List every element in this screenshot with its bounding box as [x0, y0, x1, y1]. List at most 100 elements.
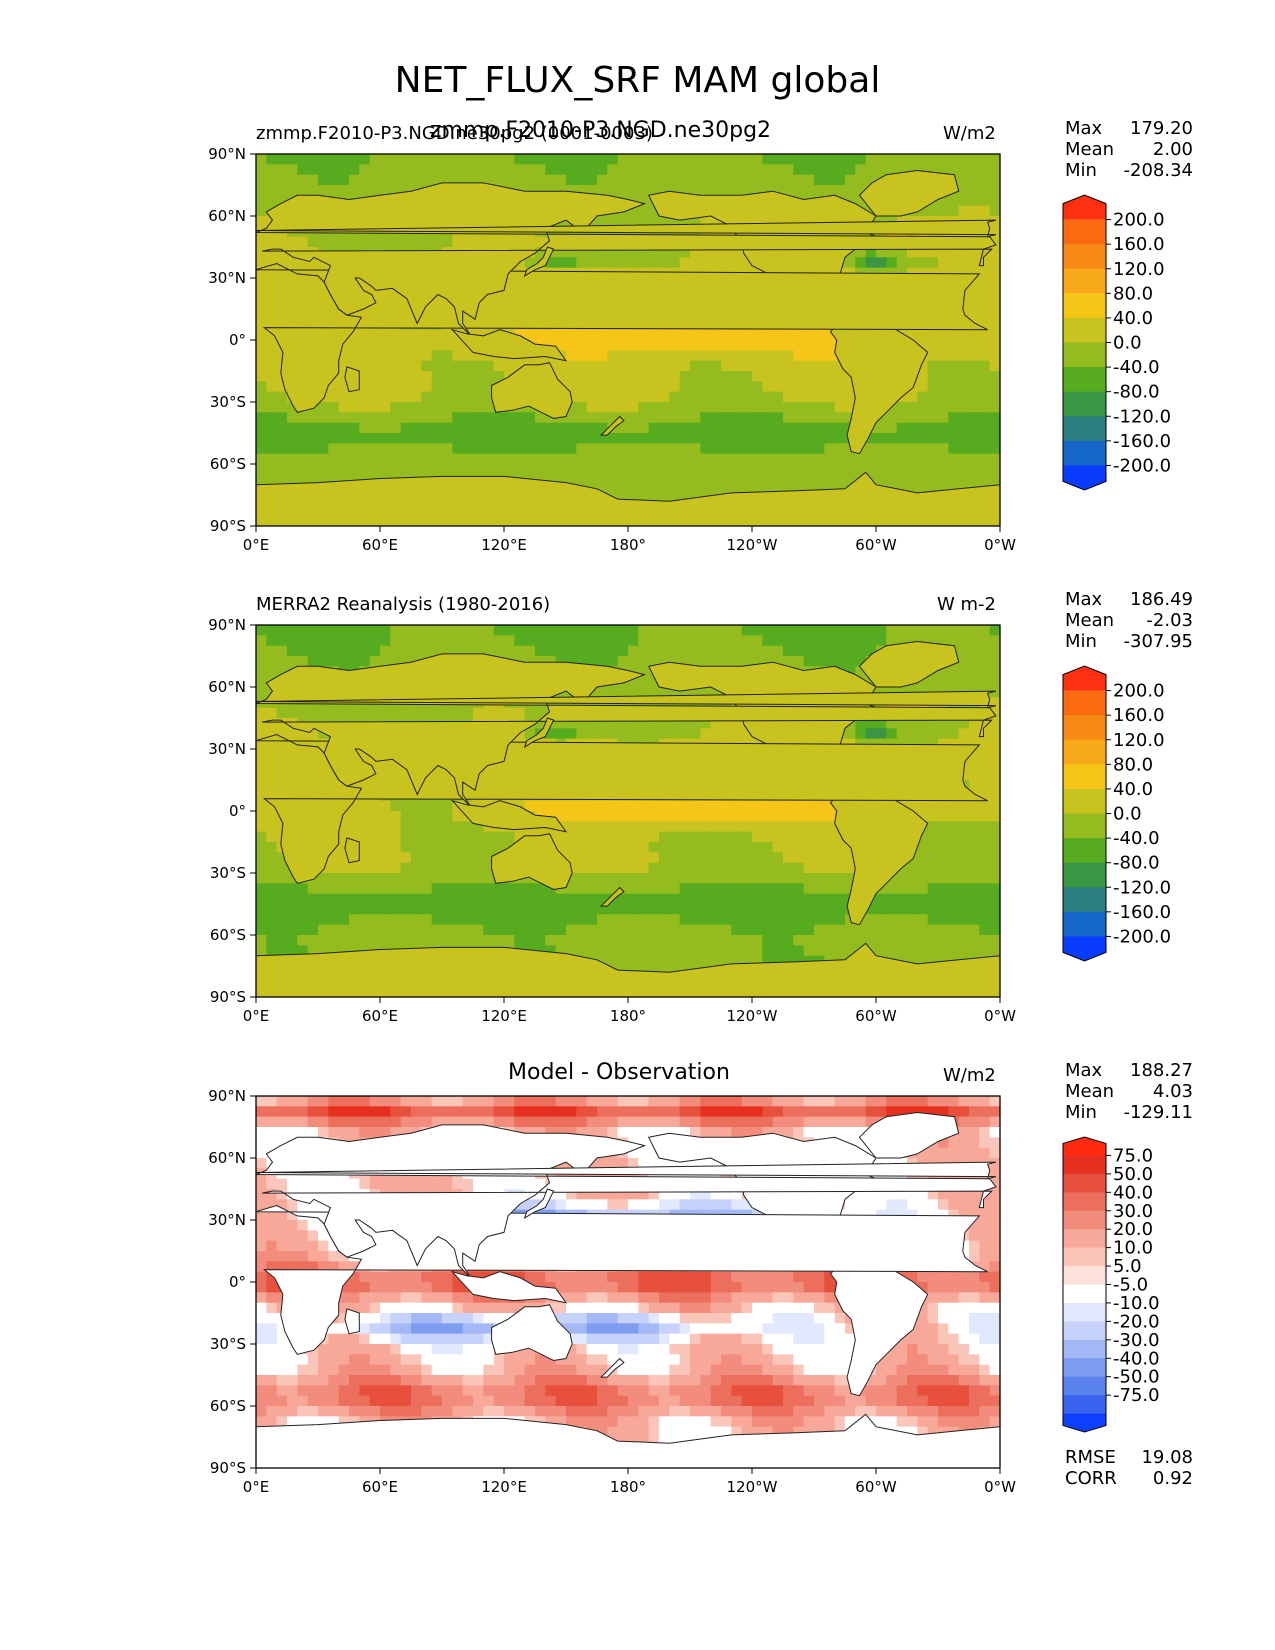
colorbar-tick-label: 120.0 — [1113, 259, 1165, 280]
landmass-indonesia — [450, 328, 568, 362]
colorbar-tick-label: -10.0 — [1113, 1293, 1160, 1314]
colorbar-tick-label: -40.0 — [1113, 357, 1160, 378]
lon-tick-label: 120°E — [481, 1007, 527, 1025]
lon-tick-label: 60°E — [361, 536, 399, 554]
colorbar-segment — [1063, 1247, 1106, 1267]
colorbar-segment — [1063, 367, 1106, 393]
colorbar-segment — [1063, 715, 1106, 741]
landmass-australia — [491, 833, 573, 891]
lat-tick-label: 30°N — [208, 740, 246, 758]
panel2-left-title: MERRA2 Reanalysis (1980-2016) — [256, 594, 551, 615]
colorbar-segment — [1063, 911, 1106, 937]
colorbar-segment — [1063, 690, 1106, 716]
lon-tick-label: 0°E — [242, 536, 270, 554]
colorbar-tick-label: -75.0 — [1113, 1385, 1160, 1406]
colorbar-segment — [1063, 813, 1106, 839]
main-title: NET_FLUX_SRF MAM global — [394, 60, 881, 101]
colorbar-segment — [1063, 1339, 1106, 1359]
colorbar-tick-label: 40.0 — [1113, 779, 1153, 800]
lon-tick-label: 180° — [609, 1007, 647, 1025]
landmass-indonesia — [450, 799, 568, 833]
panel3-units: W/m2 — [943, 1065, 996, 1086]
colorbar-tick-label: 40.0 — [1113, 1182, 1153, 1203]
lon-tick-label: 0°E — [242, 1478, 270, 1496]
lon-tick-label: 60°W — [855, 536, 897, 554]
colorbar-tick-label: -20.0 — [1113, 1311, 1160, 1332]
colorbar-segment — [1063, 1376, 1106, 1396]
colorbar-tick-label: 200.0 — [1113, 210, 1165, 231]
colorbar-segment — [1063, 887, 1106, 913]
landmass-antarctica — [256, 471, 1000, 526]
panel2-max: 186.49 — [1130, 589, 1193, 610]
colorbar-segment — [1063, 1284, 1106, 1304]
lat-tick-label: 30°S — [209, 393, 246, 411]
colorbar-model: 200.0 160.0 120.0 80.0 40.0 0.0 -40.0 -80.0 -120… — [1062, 194, 1171, 491]
rmse-value: 19.08 — [1141, 1447, 1193, 1468]
panel1-center-title: zmmp.F2010-P3.NGD.ne30pg2 — [430, 118, 772, 143]
corr-value: 0.92 — [1152, 1468, 1193, 1489]
colorbar-tick-label: -200.0 — [1113, 926, 1171, 947]
colorbar-tick-label: 50.0 — [1113, 1164, 1153, 1185]
colorbar-segment — [1063, 440, 1106, 466]
landmass-africa — [256, 733, 988, 884]
landmass-samerica — [829, 1256, 929, 1397]
colorbar-segment — [1063, 1358, 1106, 1378]
lat-tick-label: 60°N — [208, 1149, 246, 1167]
landmass-greenland — [858, 1111, 960, 1159]
colorbar-segment — [1063, 244, 1106, 270]
colorbar-tick-label: 20.0 — [1113, 1219, 1153, 1240]
colorbar-diff: 75.050.040.030.020.010.05.0-5.0-10.0-20.… — [1062, 1136, 1160, 1433]
colorbar-segment — [1063, 219, 1106, 245]
colorbar-segment — [1063, 195, 1106, 220]
landmass-eurasia — [256, 653, 997, 808]
colorbar-segment — [1063, 1192, 1106, 1212]
colorbar-segment — [1063, 936, 1106, 961]
colorbar-segment — [1063, 1173, 1106, 1193]
colorbar-tick-label: 80.0 — [1113, 283, 1153, 304]
lon-tick-label: 120°E — [481, 536, 527, 554]
landmass-antarctica — [256, 942, 1000, 997]
panel1-max: 179.20 — [1130, 118, 1193, 139]
colorbar-segment — [1063, 1229, 1106, 1249]
panel1-units: W/m2 — [943, 123, 996, 144]
landmass-australia — [491, 362, 573, 420]
panel2-units: W m-2 — [937, 594, 997, 615]
colorbar-segment — [1063, 1395, 1106, 1415]
colorbar-tick-label: -120.0 — [1113, 877, 1171, 898]
map-panel-diff — [250, 1095, 1001, 1474]
colorbar-tick-label: -50.0 — [1113, 1367, 1160, 1388]
colorbar-tick-label: -40.0 — [1113, 828, 1160, 849]
colorbar-tick-label: 5.0 — [1113, 1256, 1142, 1277]
panel3-max: 188.27 — [1130, 1060, 1193, 1081]
lat-tick-label: 90°S — [209, 517, 246, 535]
colorbar-segment — [1063, 1210, 1106, 1230]
colorbar-tick-label: 40.0 — [1113, 308, 1153, 329]
panel2-stats: Max 186.49 Mean -2.03 Min -307.95 — [1065, 589, 1193, 652]
lon-tick-label: 120°W — [726, 1478, 778, 1496]
lat-tick-label: 90°S — [209, 1459, 246, 1477]
colorbar-segment — [1063, 764, 1106, 790]
colorbar-tick-label: -5.0 — [1113, 1275, 1148, 1296]
lon-tick-label: 60°E — [361, 1007, 399, 1025]
map-panel-model — [250, 153, 1001, 532]
lat-tick-label: 90°N — [208, 616, 246, 634]
colorbar-tick-label: 30.0 — [1113, 1201, 1153, 1222]
landmass-greenland — [858, 169, 960, 217]
landmass-nz — [599, 886, 625, 907]
landmass-greenland — [858, 640, 960, 688]
panel1-left-title: zmmp.F2010-P3.NGD.ne30pg2 (0001-0003) — [256, 123, 653, 144]
colorbar-tick-label: -80.0 — [1113, 382, 1160, 403]
landmass-nz — [599, 415, 625, 436]
lat-tick-label: 0° — [228, 1273, 246, 1291]
lat-tick-label: 30°N — [208, 1211, 246, 1229]
landmass-japan — [523, 246, 555, 278]
panel3-metrics: RMSE 19.08 CORR 0.92 — [1065, 1447, 1193, 1489]
landmass-eurasia — [256, 1124, 997, 1279]
lat-tick-label: 60°N — [208, 207, 246, 225]
panel1-min: -208.34 — [1123, 160, 1193, 181]
lon-tick-label: 0°E — [242, 1007, 270, 1025]
panel2-mean: -2.03 — [1146, 610, 1193, 631]
lat-tick-label: 0° — [228, 802, 246, 820]
landmass-africa — [256, 1204, 988, 1355]
lat-tick-label: 60°S — [209, 926, 246, 944]
